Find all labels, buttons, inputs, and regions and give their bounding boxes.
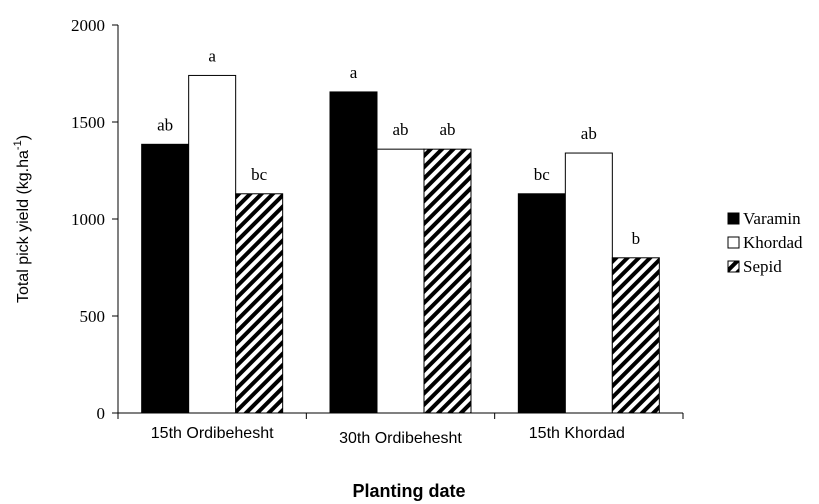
significance-label: ab: [439, 120, 455, 139]
y-axis-ticks: 0 500 1000 1500 2000: [71, 16, 118, 423]
legend-swatch-sepid: [727, 260, 740, 273]
y-tick-label: 1000: [71, 210, 105, 229]
significance-label: bc: [534, 165, 551, 184]
y-axis-title: Total pick yield (kg.ha-1): [12, 135, 32, 303]
legend-swatch-varamin: [727, 212, 740, 225]
data-labels: ab a bc a ab ab bc ab b: [157, 46, 640, 247]
bar-sepid: [235, 193, 284, 414]
legend-swatch-khordad: [727, 236, 740, 249]
y-tick-label: 0: [97, 404, 106, 423]
bar-khordad: [188, 74, 237, 414]
significance-label: ab: [392, 120, 408, 139]
x-axis-title: Planting date: [352, 481, 465, 501]
bar-sepid: [423, 148, 472, 414]
significance-label: b: [632, 229, 641, 248]
y-axis-title-sup: -1: [12, 140, 24, 150]
significance-label: a: [208, 46, 216, 65]
category-labels: 15th Ordibehesht 30th Ordibehesht 15th Kho…: [151, 425, 625, 447]
category-label: 15th Ordibehesht: [151, 425, 274, 442]
bar-varamin: [517, 193, 566, 414]
bar-khordad: [376, 148, 425, 414]
x-axis-ticks: [117, 413, 684, 419]
bar-varamin: [141, 143, 190, 414]
legend-label: Varamin: [743, 209, 801, 228]
y-axis-title-text: Total pick yield (kg.ha: [15, 150, 32, 303]
bar-sepid: [611, 257, 660, 414]
category-label: 15th Khordad: [529, 425, 625, 442]
legend-label: Khordad: [743, 233, 803, 252]
legend-label: Sepid: [743, 257, 782, 276]
significance-label: ab: [581, 124, 597, 143]
bars: [141, 74, 660, 414]
bar-varamin: [329, 91, 378, 414]
y-tick-label: 1500: [71, 113, 105, 132]
legend: Varamin Khordad Sepid: [727, 209, 803, 276]
significance-label: a: [350, 63, 358, 82]
category-label: 30th Ordibehesht: [339, 430, 462, 447]
bar-khordad: [564, 152, 613, 414]
y-axis-title-close: ): [15, 135, 32, 140]
significance-label: bc: [251, 165, 268, 184]
y-tick-label: 2000: [71, 16, 105, 35]
y-tick-label: 500: [80, 307, 106, 326]
significance-label: ab: [157, 115, 173, 134]
